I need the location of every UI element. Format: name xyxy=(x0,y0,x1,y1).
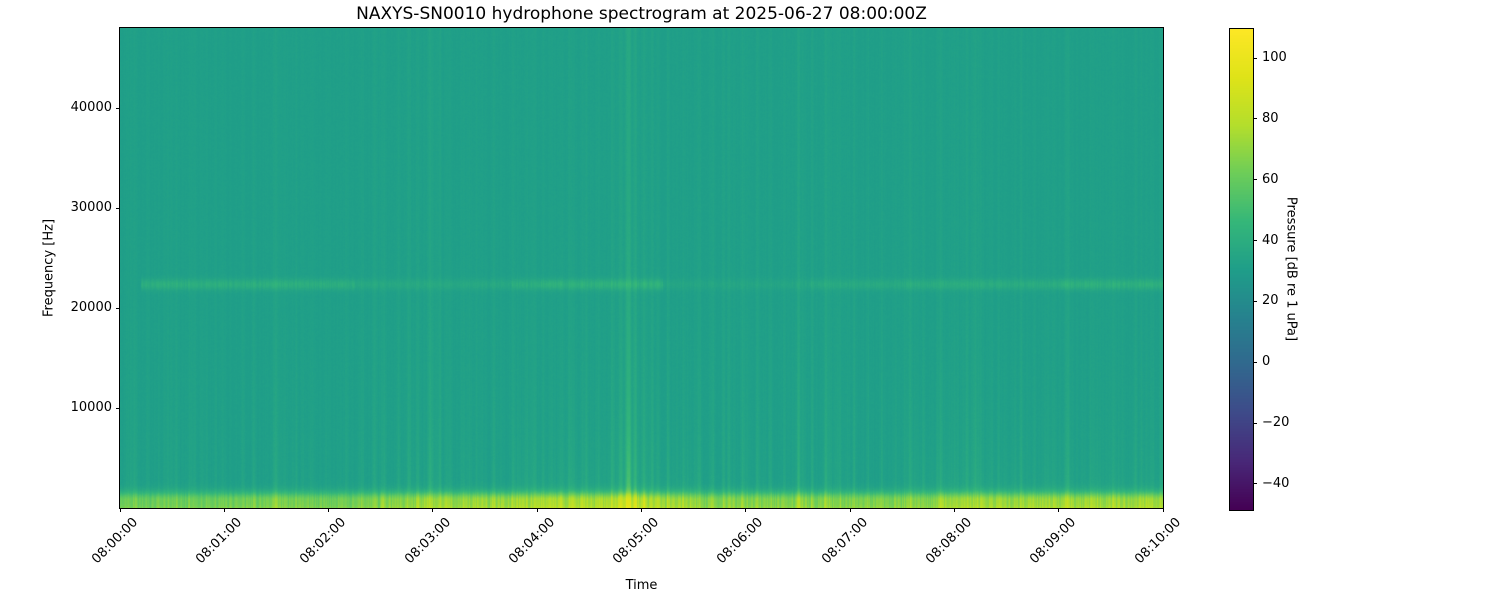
x-tick-label: 08:03:00 xyxy=(401,515,454,567)
colorbar-tick-mark xyxy=(1253,361,1257,363)
y-tick-mark xyxy=(116,107,120,109)
colorbar-tick-label: 20 xyxy=(1262,293,1279,309)
colorbar-tick-mark xyxy=(1253,300,1257,302)
x-tick-mark xyxy=(536,508,538,512)
colorbar xyxy=(1229,28,1254,511)
y-tick-mark xyxy=(116,407,120,409)
x-tick-label: 08:08:00 xyxy=(923,515,976,567)
y-tick-label: 20000 xyxy=(70,300,112,315)
colorbar-tick-label: −40 xyxy=(1262,475,1290,491)
x-tick-label: 08:10:00 xyxy=(1131,515,1184,567)
x-tick-mark xyxy=(953,508,955,512)
y-tick-mark xyxy=(116,207,120,209)
x-tick-mark xyxy=(745,508,747,512)
x-tick-label: 08:07:00 xyxy=(818,515,871,567)
colorbar-gradient-canvas xyxy=(1230,29,1253,510)
x-tick-mark xyxy=(641,508,642,512)
x-tick-mark xyxy=(432,508,434,512)
x-tick-label: 08:06:00 xyxy=(714,515,767,567)
colorbar-tick-label: 0 xyxy=(1262,354,1271,370)
x-tick-mark xyxy=(119,508,121,512)
y-tick-label: 30000 xyxy=(70,200,112,215)
colorbar-tick-label: 40 xyxy=(1262,232,1279,248)
x-tick-label: 08:05:00 xyxy=(610,515,663,567)
x-tick-label: 08:09:00 xyxy=(1027,515,1080,567)
colorbar-tick-label: 80 xyxy=(1262,110,1279,126)
x-tick-label: 08:04:00 xyxy=(505,515,558,567)
y-tick-mark xyxy=(116,307,120,309)
chart-title: NAXYS-SN0010 hydrophone spectrogram at 2… xyxy=(356,4,927,24)
colorbar-tick-mark xyxy=(1253,240,1257,242)
colorbar-tick-mark xyxy=(1253,422,1257,424)
colorbar-tick-mark xyxy=(1253,57,1257,59)
y-tick-label: 40000 xyxy=(70,100,112,115)
spectrogram-canvas xyxy=(120,28,1163,508)
colorbar-tick-mark xyxy=(1253,483,1257,485)
colorbar-tick-mark xyxy=(1253,179,1257,181)
x-tick-mark xyxy=(1162,508,1164,512)
colorbar-tick-mark xyxy=(1253,118,1257,120)
x-tick-label: 08:02:00 xyxy=(297,515,350,567)
colorbar-tick-label: 60 xyxy=(1262,171,1279,187)
colorbar-tick-label: 100 xyxy=(1262,50,1287,66)
y-tick-label: 10000 xyxy=(70,400,112,415)
x-tick-mark xyxy=(328,508,330,512)
x-tick-mark xyxy=(849,508,851,512)
y-axis-label: Frequency [Hz] xyxy=(41,218,57,318)
x-tick-label: 08:00:00 xyxy=(88,515,141,567)
x-tick-label: 08:01:00 xyxy=(193,515,245,567)
plot-area xyxy=(119,27,1164,509)
x-axis-label: Time xyxy=(625,578,658,593)
colorbar-tick-label: −20 xyxy=(1262,415,1290,431)
colorbar-label: Pressure [dB re 1 uPa] xyxy=(1283,196,1299,342)
x-tick-mark xyxy=(223,508,225,512)
x-tick-mark xyxy=(1058,508,1060,512)
